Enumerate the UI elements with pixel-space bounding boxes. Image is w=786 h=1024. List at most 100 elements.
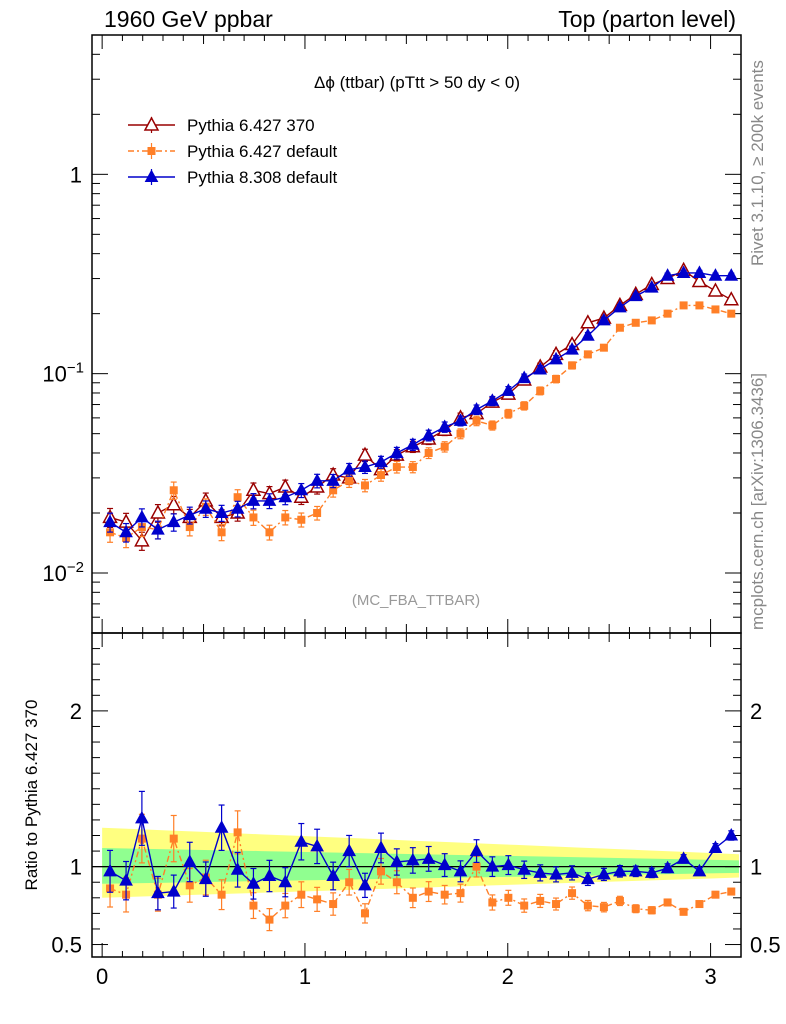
ratio-series-point-1 xyxy=(103,863,117,877)
main-series-point-2 xyxy=(597,312,611,326)
ratio-series-point-1 xyxy=(310,838,324,852)
main-series-point-2 xyxy=(437,419,452,433)
main-series-line-1 xyxy=(109,304,732,539)
ratio-series-point-0 xyxy=(360,909,369,918)
ratio-series-point-1 xyxy=(485,859,500,872)
ratio-series-point-0 xyxy=(456,889,465,898)
legend-label: Pythia 6.427 370 xyxy=(187,116,315,135)
ratio-series-point-1 xyxy=(517,862,532,875)
main-series-point-1 xyxy=(679,301,688,310)
main-series-point-2 xyxy=(485,393,500,406)
main-series-point-1 xyxy=(217,528,226,537)
main-series-point-2 xyxy=(278,489,293,503)
ratio-series-point-1 xyxy=(533,865,548,878)
y-tick-label: 10−1 xyxy=(42,360,84,387)
ratio-series-point-1 xyxy=(151,885,165,899)
ratio-series-point-1 xyxy=(230,862,245,875)
main-series-point-0 xyxy=(580,314,596,329)
ratio-series-point-1 xyxy=(660,860,675,874)
ratio-y-axis-title: Ratio to Pythia 6.427 370 xyxy=(22,700,41,891)
main-series-point-2 xyxy=(103,514,117,528)
ratio-series-point-1 xyxy=(724,827,739,841)
ratio-series-point-0 xyxy=(536,896,545,905)
ratio-y-tick-label: 0.5 xyxy=(51,933,82,958)
main-series-point-2 xyxy=(246,493,261,506)
ratio-series-point-0 xyxy=(377,867,386,876)
ratio-series-point-0 xyxy=(631,904,640,913)
ratio-series-point-0 xyxy=(647,906,656,915)
header-energy-label: 1960 GeV ppbar xyxy=(104,6,273,32)
ratio-series-point-1 xyxy=(565,865,579,878)
main-series-point-1 xyxy=(297,515,306,524)
ratio-series-point-0 xyxy=(345,878,354,887)
x-tick-label: 1 xyxy=(299,964,311,989)
main-series-point-0 xyxy=(150,504,166,519)
plot-title: Δϕ (ttbar) (pTtt > 50 dy < 0) xyxy=(314,73,520,92)
main-series-point-1 xyxy=(392,463,401,472)
ratio-series-point-1 xyxy=(613,863,627,877)
ratio-series-point-1 xyxy=(581,871,595,885)
y-tick-label: 10−2 xyxy=(42,559,84,586)
main-series-point-2 xyxy=(166,514,181,528)
main-series-point-2 xyxy=(135,509,149,523)
ratio-plot-frame xyxy=(91,632,742,958)
main-series-point-1 xyxy=(695,301,704,310)
ratio-series-point-0 xyxy=(711,890,720,899)
main-series-point-2 xyxy=(294,482,309,496)
main-series-point-1 xyxy=(727,309,736,318)
ratio-series-point-1 xyxy=(294,834,309,847)
ratio-series-point-0 xyxy=(233,828,242,837)
main-series-point-1 xyxy=(424,448,433,457)
ratio-series-line-1 xyxy=(109,818,732,894)
ratio-series-point-1 xyxy=(246,876,261,889)
main-series-point-1 xyxy=(408,463,417,472)
main-series-point-2 xyxy=(406,437,420,450)
ratio-series-point-0 xyxy=(281,901,290,910)
main-series-point-1 xyxy=(647,316,656,325)
ratio-series-point-1 xyxy=(119,873,133,886)
main-series-point-2 xyxy=(644,280,659,293)
main-series-point-2 xyxy=(660,268,675,281)
ratio-series-point-0 xyxy=(727,887,736,896)
ratio-series-point-0 xyxy=(249,901,258,910)
main-series-point-2 xyxy=(469,402,484,415)
main-series-point-1 xyxy=(360,481,369,490)
y-tick-label: 1 xyxy=(70,162,82,187)
legend-label: Pythia 6.427 default xyxy=(187,142,338,161)
main-series-point-2 xyxy=(262,493,277,506)
ratio-series-point-0 xyxy=(392,878,401,887)
main-series-point-2 xyxy=(151,522,165,535)
ratio-series-point-0 xyxy=(265,915,274,924)
main-series-point-1 xyxy=(520,401,529,410)
ratio-series-point-0 xyxy=(615,896,624,905)
ratio-series-point-0 xyxy=(408,893,417,902)
ratio-series-point-1 xyxy=(278,874,293,888)
ratio-series-point-1 xyxy=(421,851,436,864)
main-series-line-2 xyxy=(109,272,732,534)
ratio-series-point-1 xyxy=(262,868,277,881)
main-series-point-1 xyxy=(249,513,258,522)
ratio-series-point-1 xyxy=(501,857,516,871)
main-series-point-1 xyxy=(552,375,561,384)
ratio-series-point-0 xyxy=(568,889,577,898)
main-series-point-1 xyxy=(536,386,545,395)
ratio-series-point-1 xyxy=(342,843,357,857)
main-series-point-1 xyxy=(504,409,513,418)
ratio-series-point-1 xyxy=(453,863,468,877)
ratio-series-point-0 xyxy=(297,890,306,899)
main-series-point-2 xyxy=(326,473,340,486)
ratio-series-point-0 xyxy=(583,901,592,910)
main-series-point-1 xyxy=(583,350,592,359)
ratio-series-point-0 xyxy=(599,903,608,912)
ratio-series-point-0 xyxy=(520,901,529,910)
ratio-series-point-1 xyxy=(597,866,611,880)
main-series-point-1 xyxy=(599,343,608,352)
ratio-series-point-0 xyxy=(185,881,194,890)
ratio-series-point-1 xyxy=(182,854,197,867)
ratio-series-point-0 xyxy=(663,898,672,907)
main-series-point-2 xyxy=(374,454,388,468)
ratio-series-point-0 xyxy=(313,895,322,904)
ratio-series-point-1 xyxy=(214,820,229,833)
x-tick-label: 0 xyxy=(96,964,108,989)
